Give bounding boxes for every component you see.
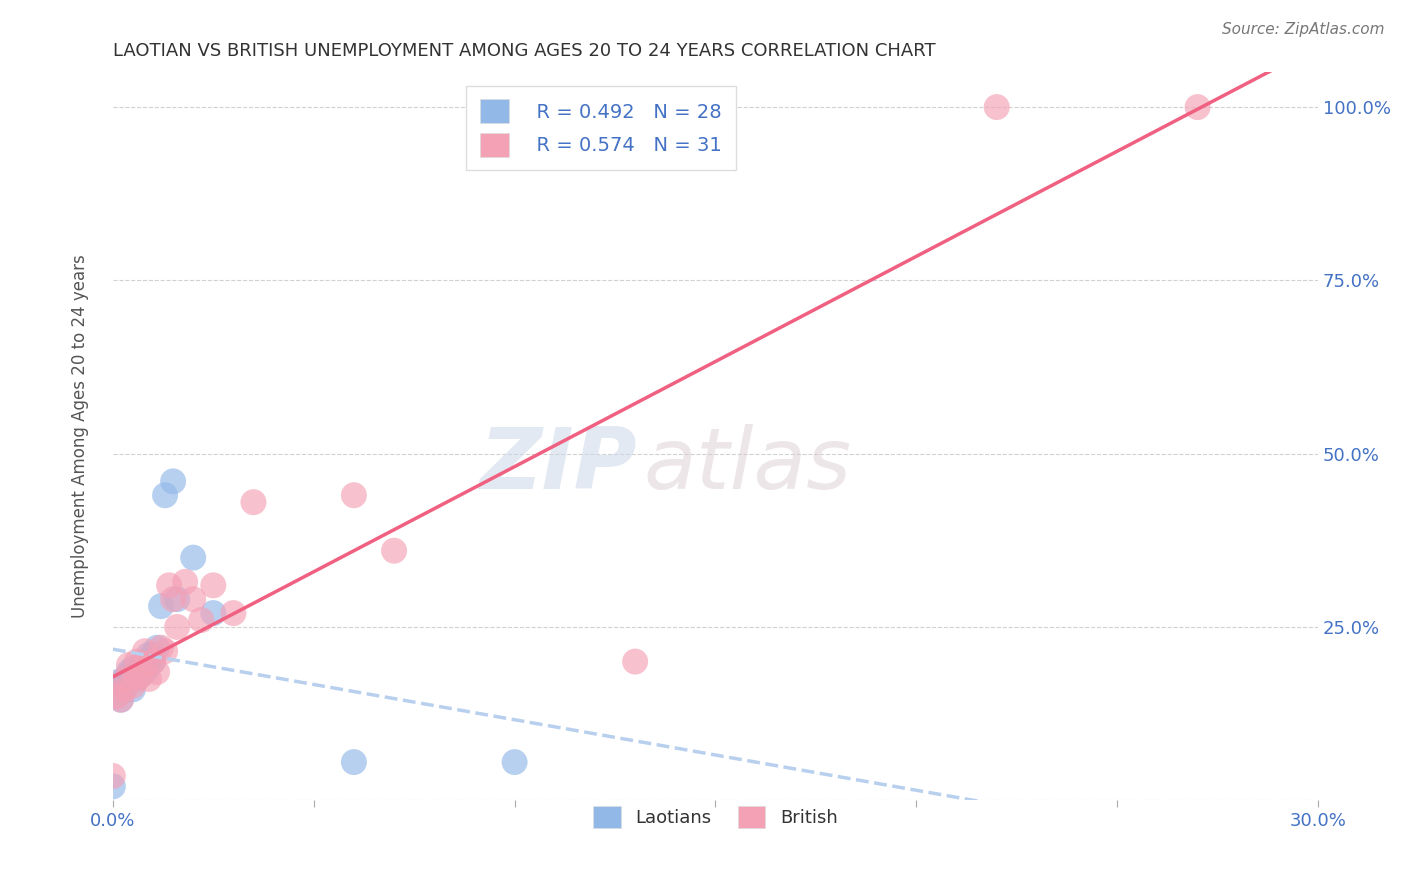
Point — [101, 769, 124, 783]
Point — [125, 655, 148, 669]
Point — [174, 574, 197, 589]
Point — [110, 686, 132, 700]
Point — [105, 675, 128, 690]
Point — [202, 606, 225, 620]
Point — [624, 655, 647, 669]
Point — [114, 679, 136, 693]
Point — [122, 661, 145, 675]
Point — [105, 690, 128, 704]
Point — [122, 679, 145, 693]
Point — [343, 488, 366, 502]
Point — [146, 640, 169, 655]
Point — [125, 672, 148, 686]
Point — [142, 655, 165, 669]
Point — [142, 655, 165, 669]
Point — [146, 665, 169, 679]
Point — [343, 755, 366, 769]
Point — [134, 665, 156, 679]
Point — [150, 640, 173, 655]
Point — [153, 644, 176, 658]
Y-axis label: Unemployment Among Ages 20 to 24 years: Unemployment Among Ages 20 to 24 years — [72, 254, 89, 618]
Point — [157, 578, 180, 592]
Point — [129, 658, 152, 673]
Point — [125, 665, 148, 679]
Point — [114, 672, 136, 686]
Point — [242, 495, 264, 509]
Point — [125, 672, 148, 686]
Point — [503, 755, 526, 769]
Text: ZIP: ZIP — [479, 424, 637, 507]
Point — [114, 682, 136, 697]
Point — [122, 682, 145, 697]
Point — [129, 668, 152, 682]
Point — [134, 655, 156, 669]
Point — [382, 543, 405, 558]
Point — [181, 592, 204, 607]
Point — [162, 475, 184, 489]
Text: LAOTIAN VS BRITISH UNEMPLOYMENT AMONG AGES 20 TO 24 YEARS CORRELATION CHART: LAOTIAN VS BRITISH UNEMPLOYMENT AMONG AG… — [112, 42, 935, 60]
Point — [166, 620, 188, 634]
Point — [110, 692, 132, 706]
Text: atlas: atlas — [643, 424, 851, 507]
Point — [134, 658, 156, 673]
Point — [110, 692, 132, 706]
Point — [153, 488, 176, 502]
Point — [118, 668, 141, 682]
Point — [986, 100, 1008, 114]
Point — [181, 550, 204, 565]
Point — [114, 672, 136, 686]
Point — [222, 606, 245, 620]
Point — [142, 648, 165, 662]
Point — [118, 665, 141, 679]
Text: Source: ZipAtlas.com: Source: ZipAtlas.com — [1222, 22, 1385, 37]
Point — [134, 644, 156, 658]
Legend: Laotians, British: Laotians, British — [586, 798, 845, 835]
Point — [138, 672, 160, 686]
Point — [202, 578, 225, 592]
Point — [190, 613, 212, 627]
Point — [150, 599, 173, 614]
Point — [138, 658, 160, 673]
Point — [1187, 100, 1209, 114]
Point — [166, 592, 188, 607]
Point — [118, 658, 141, 673]
Point — [138, 648, 160, 662]
Point — [162, 592, 184, 607]
Point — [101, 780, 124, 794]
